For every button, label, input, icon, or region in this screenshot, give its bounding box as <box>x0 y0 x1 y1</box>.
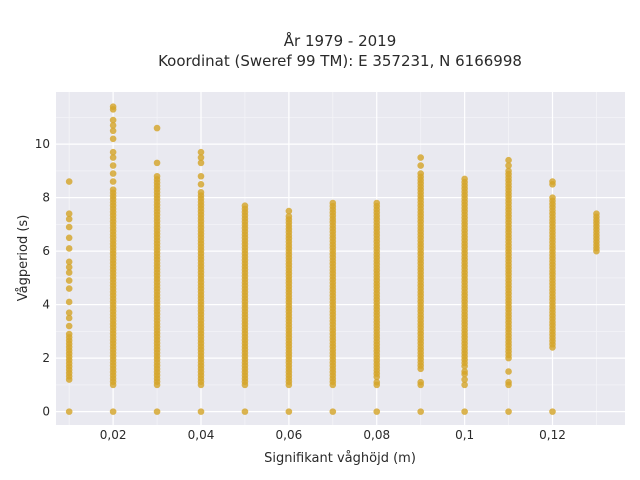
scatter-point <box>65 269 73 276</box>
scatter-point <box>417 408 424 415</box>
plot-area <box>56 92 625 425</box>
scatter-point <box>373 408 381 415</box>
scatter-point <box>241 202 249 209</box>
scatter-point <box>65 330 73 338</box>
y-tick-label: 0 <box>42 405 50 419</box>
scatter-point <box>505 368 512 375</box>
scatter-point <box>109 162 117 169</box>
scatter-point <box>109 135 117 143</box>
scatter-point <box>65 263 73 271</box>
scatter-point <box>197 159 205 167</box>
x-axis-ticks: 0,02 0,04 0,06 0,08 0,1 0,12 <box>100 428 566 442</box>
scatter-point <box>461 368 468 375</box>
scatter-point <box>241 408 249 415</box>
scatter-point <box>65 178 73 185</box>
scatter-point <box>505 378 512 386</box>
scatter-point <box>329 408 337 415</box>
scatter-point <box>109 408 117 415</box>
scatter-point <box>65 210 73 217</box>
scatter-point <box>417 170 424 177</box>
scatter-point <box>65 234 73 242</box>
y-axis-ticks: 0 2 4 6 8 10 <box>35 137 50 418</box>
chart-subtitle: Koordinat (Sweref 99 TM): E 357231, N 61… <box>158 52 522 70</box>
scatter-point <box>153 159 161 167</box>
scatter-point <box>109 148 117 156</box>
scatter-point <box>417 154 424 161</box>
scatter-point <box>461 175 468 183</box>
y-tick-label: 8 <box>42 191 50 205</box>
scatter-point <box>109 170 117 177</box>
scatter-point <box>65 285 73 292</box>
scatter-point <box>65 314 73 322</box>
scatter-point <box>153 172 161 180</box>
scatter-point <box>109 186 117 193</box>
x-tick-label: 0,06 <box>276 428 303 442</box>
scatter-point <box>549 408 556 415</box>
scatter-point <box>197 189 205 196</box>
scatter-point <box>505 162 512 169</box>
x-axis-title: Signifikant våghöjd (m) <box>264 451 416 466</box>
scatter-point <box>329 199 337 207</box>
scatter-point <box>417 162 424 169</box>
scatter-point <box>285 408 293 415</box>
scatter-point <box>65 223 73 231</box>
x-tick-label: 0,04 <box>188 428 215 442</box>
scatter-point <box>549 178 556 185</box>
scatter-point <box>65 322 73 330</box>
scatter-point <box>197 180 205 188</box>
scatter-point <box>593 210 600 217</box>
scatter-point <box>109 178 117 185</box>
scatter-point <box>109 116 117 124</box>
scatter-point <box>109 154 117 161</box>
x-tick-label: 0,1 <box>455 428 474 442</box>
scatter-point <box>549 194 556 201</box>
chart-title: År 1979 - 2019 <box>284 31 397 50</box>
scatter-point <box>197 148 205 156</box>
scatter-point <box>197 172 205 180</box>
scatter-point <box>197 154 205 161</box>
x-tick-label: 0,08 <box>363 428 390 442</box>
scatter-point <box>109 122 117 129</box>
scatter-point <box>153 124 161 132</box>
scatter-points <box>65 103 600 415</box>
scatter-point <box>109 103 117 111</box>
y-tick-label: 10 <box>35 137 50 151</box>
scatter-point <box>285 213 293 220</box>
scatter-point <box>417 378 424 386</box>
y-tick-label: 2 <box>42 351 50 365</box>
y-tick-label: 6 <box>42 244 50 258</box>
y-tick-label: 4 <box>42 298 50 312</box>
scatter-point <box>505 167 512 175</box>
scatter-point <box>65 277 73 284</box>
scatter-point <box>153 408 161 415</box>
scatter-point <box>65 309 73 316</box>
scatter-point <box>65 408 73 415</box>
y-axis-title: Vågperiod (s) <box>16 215 31 302</box>
scatter-point <box>373 378 381 386</box>
scatter-point <box>505 408 512 415</box>
scatter-point <box>65 258 73 266</box>
scatter-point <box>109 127 117 135</box>
scatter-point <box>505 156 512 164</box>
scatter-point <box>65 215 73 223</box>
scatter-point <box>65 245 73 252</box>
scatter-point <box>461 381 468 389</box>
x-tick-label: 0,02 <box>100 428 127 442</box>
scatter-point <box>285 207 293 215</box>
scatter-point <box>197 408 205 415</box>
scatter-point <box>461 408 468 415</box>
x-tick-label: 0,12 <box>539 428 566 442</box>
scatter-point <box>461 376 468 383</box>
scatter-point <box>373 199 381 207</box>
scatter-point <box>65 298 73 306</box>
